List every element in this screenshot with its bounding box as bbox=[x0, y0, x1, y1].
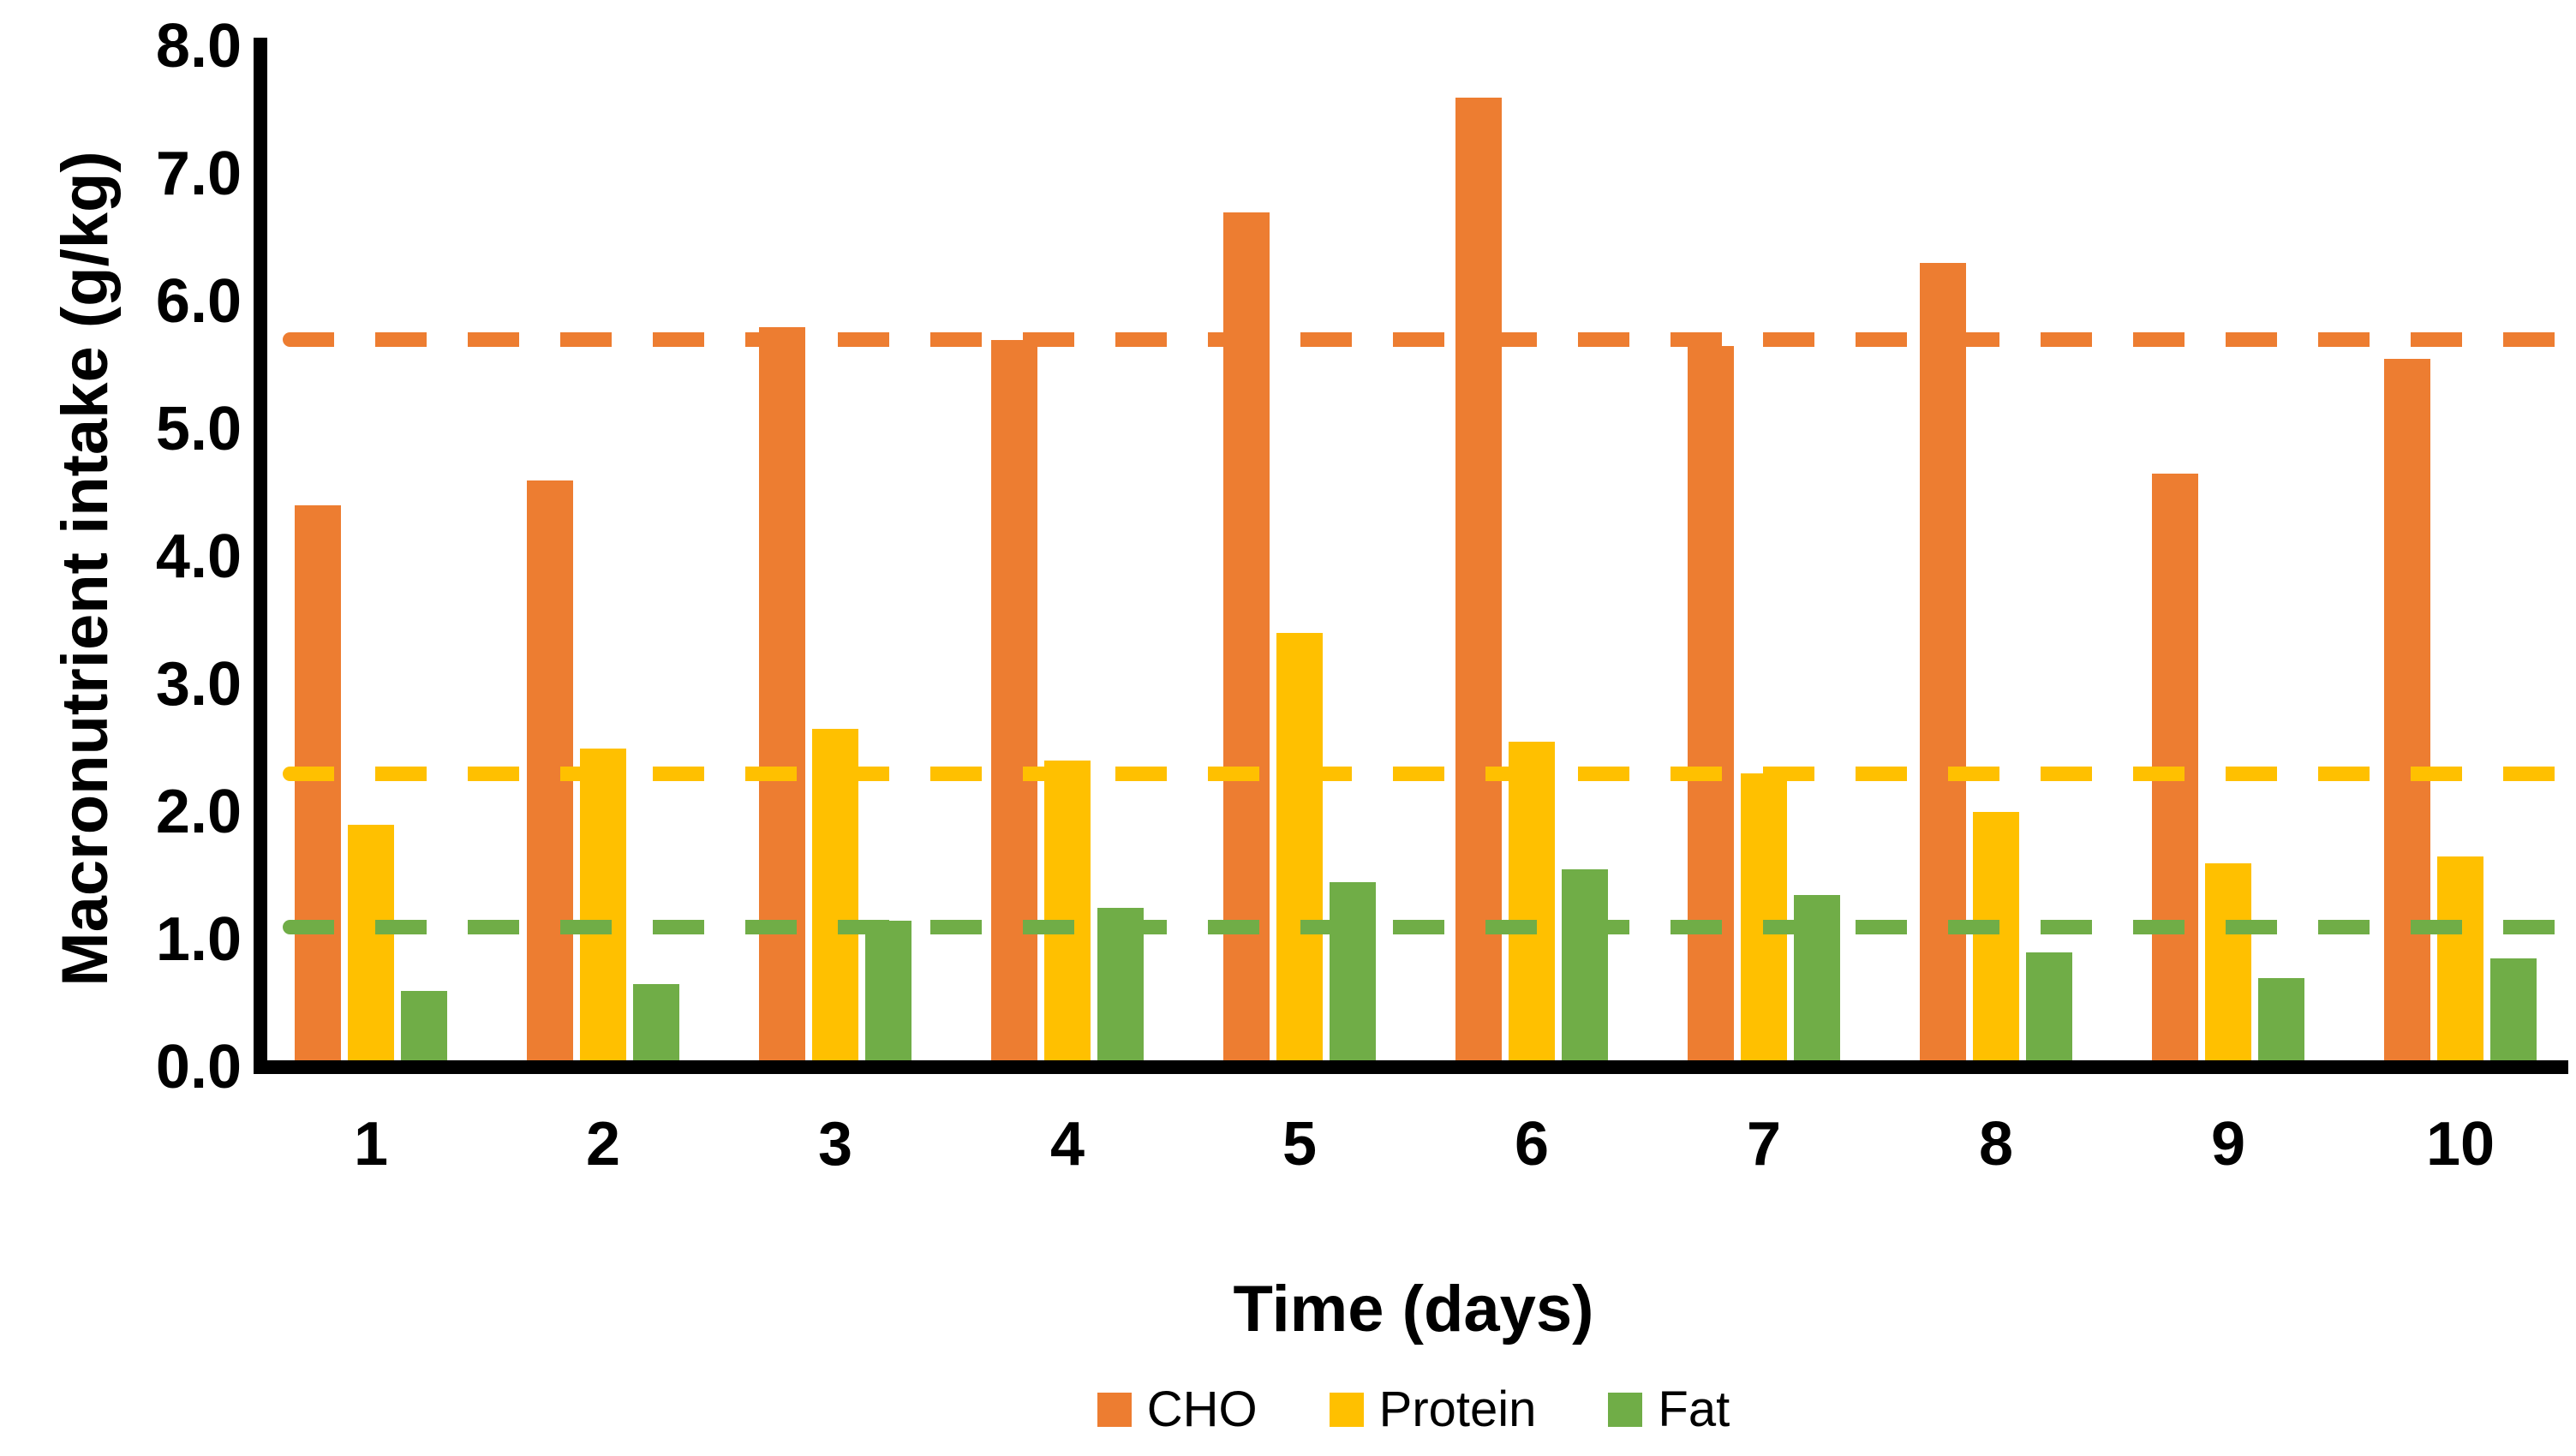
cho-bar-day-10 bbox=[2384, 359, 2430, 1067]
protein-bar-day-1 bbox=[348, 824, 394, 1067]
x-tick-label: 4 bbox=[1049, 1110, 1085, 1179]
cho-mean-dashed-line bbox=[283, 332, 2568, 348]
fat-bar-day-4 bbox=[1097, 907, 1144, 1067]
fat-bar-day-1 bbox=[401, 990, 447, 1067]
protein-bar-day-6 bbox=[1509, 742, 1555, 1067]
x-tick-label: 7 bbox=[1746, 1110, 1782, 1179]
protein-bar-day-8 bbox=[1973, 812, 2019, 1067]
y-tick-label: 5.0 bbox=[155, 395, 242, 463]
cho-bar-day-7 bbox=[1688, 346, 1734, 1067]
x-tick-label: 6 bbox=[1514, 1110, 1550, 1179]
protein-bar-day-9 bbox=[2205, 862, 2251, 1067]
fat-bar-day-5 bbox=[1330, 881, 1376, 1067]
fat-legend-swatch bbox=[1608, 1392, 1643, 1427]
x-axis-line bbox=[254, 1060, 2568, 1074]
fat-bar-day-9 bbox=[2258, 977, 2304, 1067]
cho-bar-day-1 bbox=[295, 505, 341, 1067]
y-axis-line bbox=[254, 38, 267, 1074]
y-tick-label: 7.0 bbox=[155, 140, 242, 208]
fat-bar-day-10 bbox=[2490, 958, 2537, 1067]
legend-item-fat: Fat bbox=[1608, 1381, 1730, 1438]
x-tick-label: 5 bbox=[1282, 1110, 1318, 1179]
legend-item-cho: CHO bbox=[1097, 1381, 1258, 1438]
cho-bar-day-6 bbox=[1455, 97, 1502, 1067]
fat-mean-dashed-line bbox=[283, 919, 2568, 934]
cho-bar-day-8 bbox=[1920, 263, 1966, 1067]
protein-bar-day-4 bbox=[1044, 761, 1091, 1067]
y-tick-label: 1.0 bbox=[155, 905, 242, 974]
fat-bar-day-3 bbox=[865, 920, 911, 1067]
y-tick-label: 8.0 bbox=[155, 12, 242, 81]
y-tick-label: 4.0 bbox=[155, 522, 242, 591]
legend-label: Protein bbox=[1378, 1381, 1537, 1437]
y-tick-label: 3.0 bbox=[155, 650, 242, 719]
legend-label: Fat bbox=[1658, 1381, 1730, 1437]
protein-legend-swatch bbox=[1329, 1392, 1364, 1427]
protein-mean-dashed-line bbox=[283, 766, 2568, 781]
protein-bar-day-3 bbox=[812, 729, 858, 1067]
legend-item-protein: Protein bbox=[1329, 1381, 1537, 1438]
x-axis-title: Time (days) bbox=[1233, 1273, 1594, 1346]
cho-bar-day-3 bbox=[759, 326, 805, 1067]
x-tick-label: 8 bbox=[1978, 1110, 2014, 1179]
legend: CHO Protein Fat bbox=[257, 1381, 2570, 1438]
fat-bar-day-6 bbox=[1562, 869, 1608, 1067]
y-tick-label: 6.0 bbox=[155, 267, 242, 336]
x-tick-label: 2 bbox=[585, 1110, 621, 1179]
cho-legend-swatch bbox=[1097, 1392, 1132, 1427]
protein-bar-day-10 bbox=[2437, 856, 2483, 1067]
x-tick-label: 3 bbox=[817, 1110, 853, 1179]
fat-bar-day-8 bbox=[2026, 952, 2072, 1067]
legend-label: CHO bbox=[1146, 1381, 1258, 1437]
fat-bar-day-2 bbox=[633, 984, 679, 1067]
protein-bar-day-2 bbox=[580, 748, 626, 1067]
x-tick-label: 1 bbox=[353, 1110, 389, 1179]
y-tick-label: 2.0 bbox=[155, 778, 242, 846]
x-tick-label: 9 bbox=[2210, 1110, 2246, 1179]
y-tick-label: 0.0 bbox=[155, 1033, 242, 1101]
protein-bar-day-5 bbox=[1276, 633, 1323, 1067]
x-tick-label: 10 bbox=[2425, 1110, 2495, 1179]
cho-bar-day-4 bbox=[991, 339, 1037, 1067]
